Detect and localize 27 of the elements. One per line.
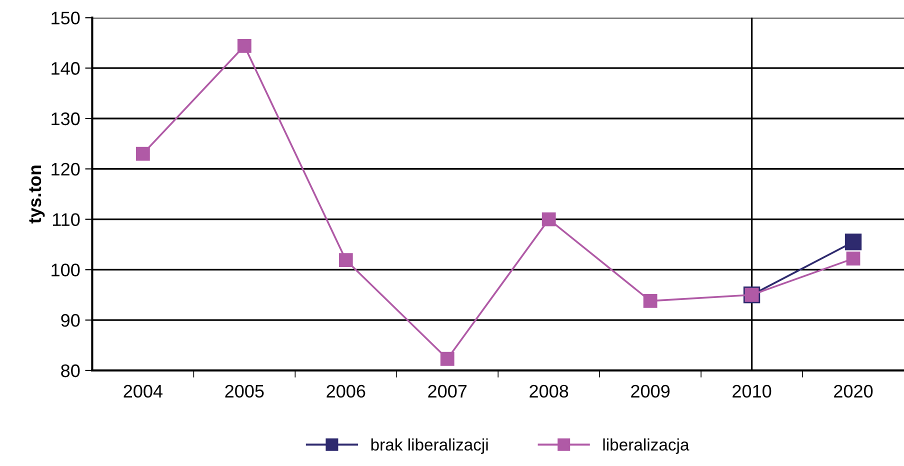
x-tick-label: 2007: [428, 384, 467, 398]
point: [338, 253, 353, 268]
point: [643, 294, 658, 308]
y-axis-title: tys.ton: [29, 166, 45, 224]
x-tick-label: 2020: [834, 384, 873, 398]
legend-label: liberalizacja: [603, 438, 690, 454]
point: [844, 234, 862, 250]
point: [136, 146, 150, 161]
x-tick-label: 2008: [530, 384, 568, 398]
y-tick-label: 90: [61, 314, 80, 327]
legend-label: brak liberalizacji: [371, 438, 488, 454]
point: [542, 212, 556, 226]
x-tick-label: 2004: [124, 384, 162, 398]
y-tick-label: 150: [52, 12, 80, 24]
x-tick-label: 2006: [326, 384, 366, 398]
x-tick-label: 2009: [631, 384, 670, 398]
x-tick-label: 2010: [732, 384, 772, 398]
x-tick-label: 2005: [225, 384, 264, 398]
point: [846, 252, 860, 266]
y-tick-label: 100: [52, 264, 80, 276]
point: [237, 38, 252, 53]
y-tick-label: 130: [52, 112, 80, 126]
y-tick-label: 120: [52, 162, 80, 176]
y-tick-label: 80: [61, 364, 80, 378]
point: [440, 352, 454, 366]
y-tick-label: 110: [52, 213, 80, 226]
y-tick-label: 140: [52, 62, 80, 75]
